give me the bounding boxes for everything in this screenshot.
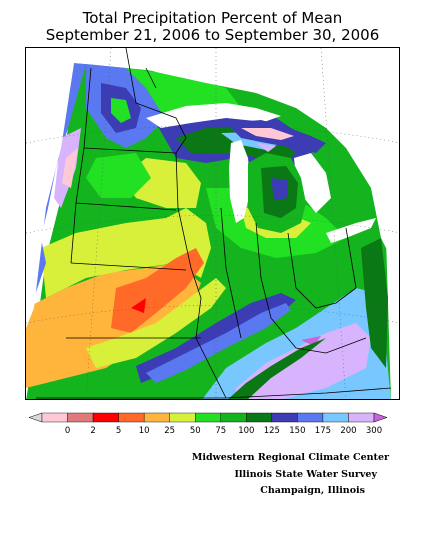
credit-survey: Illinois State Water Survey xyxy=(234,469,377,480)
legend-label: 200 xyxy=(340,426,356,436)
latlon-grid xyxy=(26,48,399,399)
legend-label: 175 xyxy=(315,426,331,436)
map-subtitle-date-range: September 21, 2006 to September 30, 2006 xyxy=(45,26,380,44)
legend-label: 100 xyxy=(238,426,254,436)
legend-swatch xyxy=(92,412,119,423)
legend-swatch xyxy=(322,412,349,423)
michigan-peninsula xyxy=(226,120,326,233)
legend-label: 50 xyxy=(190,426,201,436)
legend-swatch xyxy=(169,412,196,423)
legend-labels: 02510255075100125150175200300400 xyxy=(65,426,382,436)
legend-label: 25 xyxy=(164,426,175,436)
legend-swatches xyxy=(28,412,388,423)
color-scale-legend: 02510255075100125150175200300400 xyxy=(28,412,388,436)
legend-swatch xyxy=(246,412,273,423)
great-lakes-and-canada xyxy=(26,48,399,328)
legend-label: 5 xyxy=(116,426,121,436)
legend-label: 300 xyxy=(366,426,382,436)
legend-label: 150 xyxy=(289,426,305,436)
legend-label: 75 xyxy=(215,426,226,436)
precipitation-map xyxy=(25,47,400,400)
legend-swatch xyxy=(195,412,221,423)
legend-label: 0 xyxy=(65,426,70,436)
credit-organization: Midwestern Regional Climate Center xyxy=(191,452,389,463)
map-title: Total Precipitation Percent of Mean xyxy=(82,9,343,27)
legend-swatch xyxy=(118,412,145,423)
legend-label: 10 xyxy=(139,426,150,436)
state-boundaries xyxy=(36,48,392,399)
legend-arrow-high xyxy=(373,412,388,423)
credit-location: Champaign, Illinois xyxy=(260,485,365,496)
legend-swatch xyxy=(67,412,94,423)
precipitation-map-svg xyxy=(26,48,399,399)
legend-swatch xyxy=(41,412,68,423)
legend-swatch xyxy=(143,412,170,423)
legend-label: 125 xyxy=(264,426,280,436)
legend-label: 2 xyxy=(90,426,95,436)
legend-arrow-low xyxy=(28,412,43,423)
legend-swatch xyxy=(271,412,298,423)
legend-swatch xyxy=(297,412,324,423)
legend-swatch xyxy=(220,412,247,423)
legend-swatch xyxy=(348,412,375,423)
